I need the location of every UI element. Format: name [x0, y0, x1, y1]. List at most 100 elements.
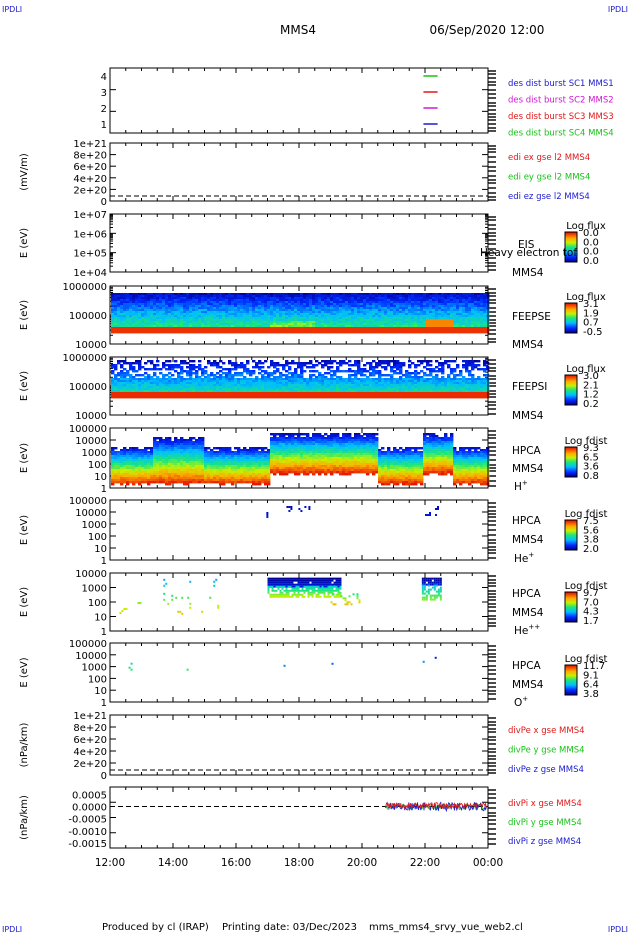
spectrogram-cell — [327, 305, 331, 308]
spectrogram-cell — [351, 309, 355, 312]
spectrogram-cell — [429, 364, 433, 367]
spectrogram-cell — [198, 323, 202, 326]
spectrogram-cell — [429, 311, 433, 314]
spectrogram-cell — [366, 301, 370, 304]
spectrogram-cell — [426, 360, 430, 363]
spectrogram-cell — [180, 301, 184, 304]
spectrogram-cell — [273, 366, 277, 369]
spectrogram-cell — [474, 364, 478, 367]
spectrogram-cell — [186, 380, 190, 383]
spectrogram-cell — [342, 311, 346, 314]
spectrogram-cell — [114, 315, 118, 318]
spectrogram-cell — [438, 386, 442, 389]
spectrogram-cell — [267, 327, 271, 330]
spectrogram-cell — [429, 390, 433, 393]
spectrogram-cell — [405, 388, 409, 391]
spectrogram-cell — [135, 378, 139, 381]
spectrogram-cell — [459, 301, 463, 304]
colorbar-cell — [565, 324, 577, 326]
spectrogram-cell — [240, 313, 244, 316]
spectrogram-cell — [228, 378, 232, 381]
spectrogram-cell — [432, 323, 436, 326]
spectrogram-cell — [273, 380, 277, 383]
spectrogram-cell — [261, 366, 265, 369]
spectrogram-cell — [222, 323, 226, 326]
spectrogram-cell — [327, 368, 331, 371]
spectrogram-cell — [462, 299, 466, 302]
spectrogram-cell — [396, 309, 400, 312]
spectrogram-cell — [117, 319, 121, 322]
spectrogram-cell — [429, 380, 433, 383]
spectrogram-cell — [477, 368, 481, 371]
spectrogram-cell — [171, 329, 175, 332]
spectrogram-cell — [354, 317, 358, 320]
spectrogram-cell — [177, 315, 181, 318]
spectrogram-cell — [399, 315, 403, 318]
spectrogram-cell — [390, 295, 394, 298]
spectrogram-cell — [156, 364, 160, 367]
spectrogram-cell — [363, 331, 367, 334]
spectrogram-cell — [324, 376, 328, 379]
spectrogram-cell — [441, 329, 445, 332]
spectrogram-cell — [453, 299, 457, 302]
spectrogram-cell — [198, 301, 202, 304]
spectrogram-cell — [285, 321, 289, 324]
spectrogram-cell — [339, 301, 343, 304]
spectrogram-cell — [213, 309, 217, 312]
spectrogram-cell — [303, 321, 307, 324]
spectrogram-cell — [225, 327, 229, 330]
spectrogram-cell — [255, 390, 259, 393]
spectrogram-cell — [270, 301, 274, 304]
spectrogram-cell — [174, 319, 178, 322]
spectrogram-cell — [204, 388, 208, 391]
spectrogram-cell — [303, 311, 307, 314]
spectrogram-cell — [471, 392, 475, 395]
spectrogram-cell — [177, 317, 181, 320]
spectrogram-cell — [360, 317, 364, 320]
spectrogram-cell — [375, 380, 379, 383]
spectrogram-cell — [207, 303, 211, 306]
spectrogram-cell — [306, 315, 310, 318]
spectrogram-cell — [408, 327, 412, 330]
spectrogram-cell — [354, 307, 358, 310]
spectrogram-cell — [201, 305, 205, 308]
spectrogram-cell — [219, 394, 223, 397]
spectrogram-cell — [444, 311, 448, 314]
spectrogram-cell — [375, 317, 379, 320]
spectrogram-cell — [264, 317, 268, 320]
spectrogram-cell — [393, 386, 397, 389]
spectrogram-cell — [162, 388, 166, 391]
spectrogram-feepse — [111, 293, 490, 334]
spectrogram-cell — [282, 307, 286, 310]
spectrogram-cell — [159, 295, 163, 298]
spectrogram-cell — [360, 307, 364, 310]
spectrogram-cell — [444, 321, 448, 324]
spectrogram-cell — [336, 394, 340, 397]
spectrogram-cell — [282, 295, 286, 298]
spectrogram-cell — [378, 315, 382, 318]
spectrogram-cell — [174, 293, 178, 296]
spectrogram-cell — [471, 360, 475, 363]
spectrogram-cell — [123, 321, 127, 324]
spectrogram-cell — [408, 380, 412, 383]
spectrogram-cell — [429, 315, 433, 318]
spectrogram-cell — [417, 376, 421, 379]
spectrogram-cell — [129, 311, 133, 314]
spectrogram-cell — [363, 301, 367, 304]
spectrogram-cell — [357, 297, 361, 300]
spectrogram-cell — [228, 313, 232, 316]
corner-label: IPDLI — [2, 925, 22, 934]
spectrogram-cell — [312, 297, 316, 300]
spectrogram-cell — [438, 392, 442, 395]
spectrogram-cell — [321, 327, 325, 330]
spectrogram-cell — [306, 295, 310, 298]
spectrogram-cell — [156, 313, 160, 316]
spectrogram-cell — [273, 301, 277, 304]
spectrogram-cell — [444, 331, 448, 334]
spectrogram-cell — [315, 360, 319, 363]
spectrogram-cell — [237, 380, 241, 383]
spectrogram-cell — [195, 313, 199, 316]
spectrogram-cell — [222, 297, 226, 300]
spectrogram-cell — [357, 392, 361, 395]
